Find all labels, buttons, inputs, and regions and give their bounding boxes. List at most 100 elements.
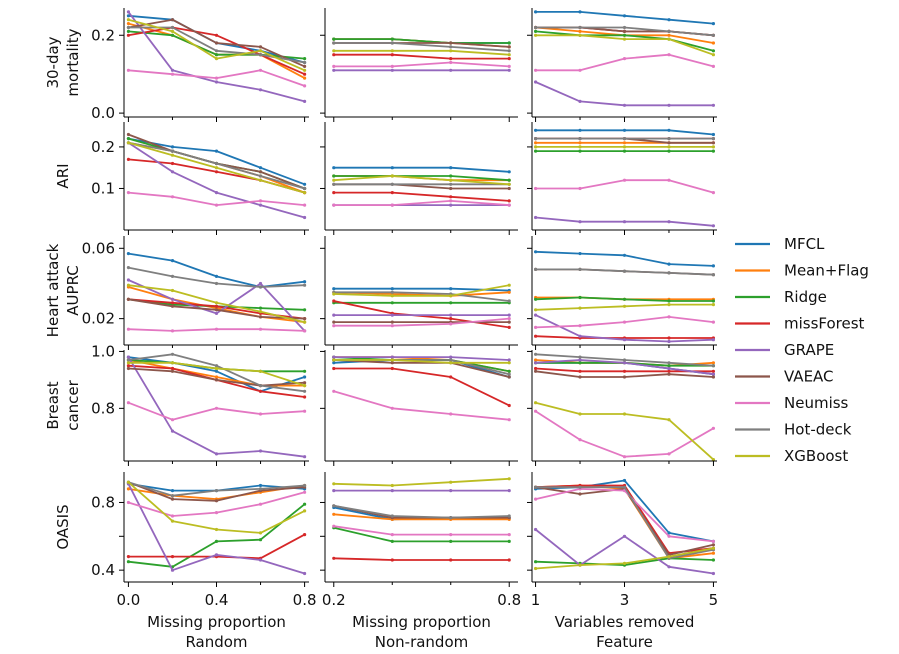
data-point <box>214 327 219 331</box>
data-point <box>390 514 394 518</box>
data-point <box>332 178 336 182</box>
series-line-neumiss <box>128 191 305 207</box>
data-point <box>332 64 336 68</box>
data-point <box>449 178 453 182</box>
data-point <box>578 25 582 30</box>
series-line-missforest <box>333 557 510 561</box>
data-point <box>390 313 394 317</box>
data-point <box>303 317 307 321</box>
data-point <box>534 358 538 362</box>
data-point <box>507 283 511 287</box>
data-point <box>534 352 538 356</box>
series-line-mfcl <box>535 10 714 25</box>
data-point <box>332 53 336 57</box>
data-point <box>258 203 263 207</box>
data-point <box>214 375 219 379</box>
data-point <box>303 84 307 88</box>
data-point <box>126 18 130 22</box>
data-point <box>126 278 130 282</box>
data-point <box>214 452 219 456</box>
data-point <box>667 271 671 275</box>
data-point <box>449 195 453 199</box>
data-point <box>507 375 511 379</box>
data-point <box>449 317 453 321</box>
data-point <box>622 149 627 153</box>
data-point <box>332 366 336 371</box>
series-line-xgboost <box>535 401 715 461</box>
data-point <box>258 384 263 388</box>
data-point <box>622 220 627 224</box>
data-point <box>303 384 307 388</box>
series-line-neumiss <box>333 390 510 421</box>
data-point <box>711 539 716 544</box>
data-point <box>711 551 716 555</box>
series-line-hot-deck <box>535 486 714 560</box>
panel-r4-c1: 0.2 0.8 Missing proportion Non-random <box>320 472 521 651</box>
y-axis-title: 30-day <box>44 36 62 88</box>
legend-label: Hot-deck <box>784 421 852 439</box>
data-point <box>534 485 538 489</box>
data-point <box>170 29 175 33</box>
data-point <box>667 18 671 22</box>
data-point <box>622 412 627 416</box>
data-point <box>622 137 627 141</box>
data-point <box>214 499 219 503</box>
data-point <box>667 145 671 149</box>
data-point <box>534 334 538 338</box>
data-point <box>303 455 307 459</box>
data-point <box>390 287 394 291</box>
data-point <box>711 149 716 153</box>
y-axis-title: mortality <box>64 28 82 96</box>
series-line-mean-flag <box>535 484 714 560</box>
series-line-neumiss <box>128 401 305 421</box>
panel-r3-c1 <box>320 350 518 466</box>
data-point <box>258 487 263 491</box>
data-point <box>534 409 538 413</box>
data-point <box>507 53 511 57</box>
series-line-missforest <box>333 367 510 407</box>
data-point <box>449 301 453 305</box>
data-point <box>303 215 307 220</box>
data-point <box>449 294 453 298</box>
data-point <box>711 41 716 45</box>
data-point <box>534 137 538 141</box>
data-point <box>534 527 538 532</box>
data-point <box>332 41 336 45</box>
y-tick-label: 0.8 <box>91 493 115 511</box>
data-point <box>507 539 511 544</box>
series-line-missforest <box>333 53 510 60</box>
data-point <box>711 145 716 149</box>
y-axis-title: ARI <box>54 163 72 188</box>
data-point <box>578 369 582 373</box>
data-point <box>303 60 307 65</box>
data-point <box>126 487 130 491</box>
data-point <box>711 224 716 228</box>
data-point <box>622 304 627 308</box>
series-line-neumiss <box>535 179 714 194</box>
legend-entry-missforest: missForest <box>735 315 865 333</box>
data-point <box>214 489 219 493</box>
data-point <box>214 203 219 207</box>
data-point <box>578 295 582 300</box>
data-point <box>507 369 511 373</box>
data-point <box>507 170 511 174</box>
data-point <box>449 558 453 562</box>
series-line-hot-deck <box>333 504 510 519</box>
data-point <box>622 361 627 365</box>
data-point <box>303 329 307 333</box>
series-line-xgboost <box>333 175 510 186</box>
series-line-ridge <box>333 175 510 182</box>
panel-r4-c2: 1 3 5 Variables removed Feature <box>527 472 718 651</box>
data-point <box>711 132 716 137</box>
data-point <box>303 280 307 284</box>
data-point <box>390 366 394 371</box>
data-point <box>390 361 394 365</box>
data-point <box>303 389 307 393</box>
data-point <box>578 149 582 153</box>
data-point <box>170 304 175 308</box>
x-axis-title: Variables removed <box>555 613 695 631</box>
data-point <box>507 418 511 422</box>
data-point <box>170 555 175 559</box>
data-point <box>332 299 336 303</box>
